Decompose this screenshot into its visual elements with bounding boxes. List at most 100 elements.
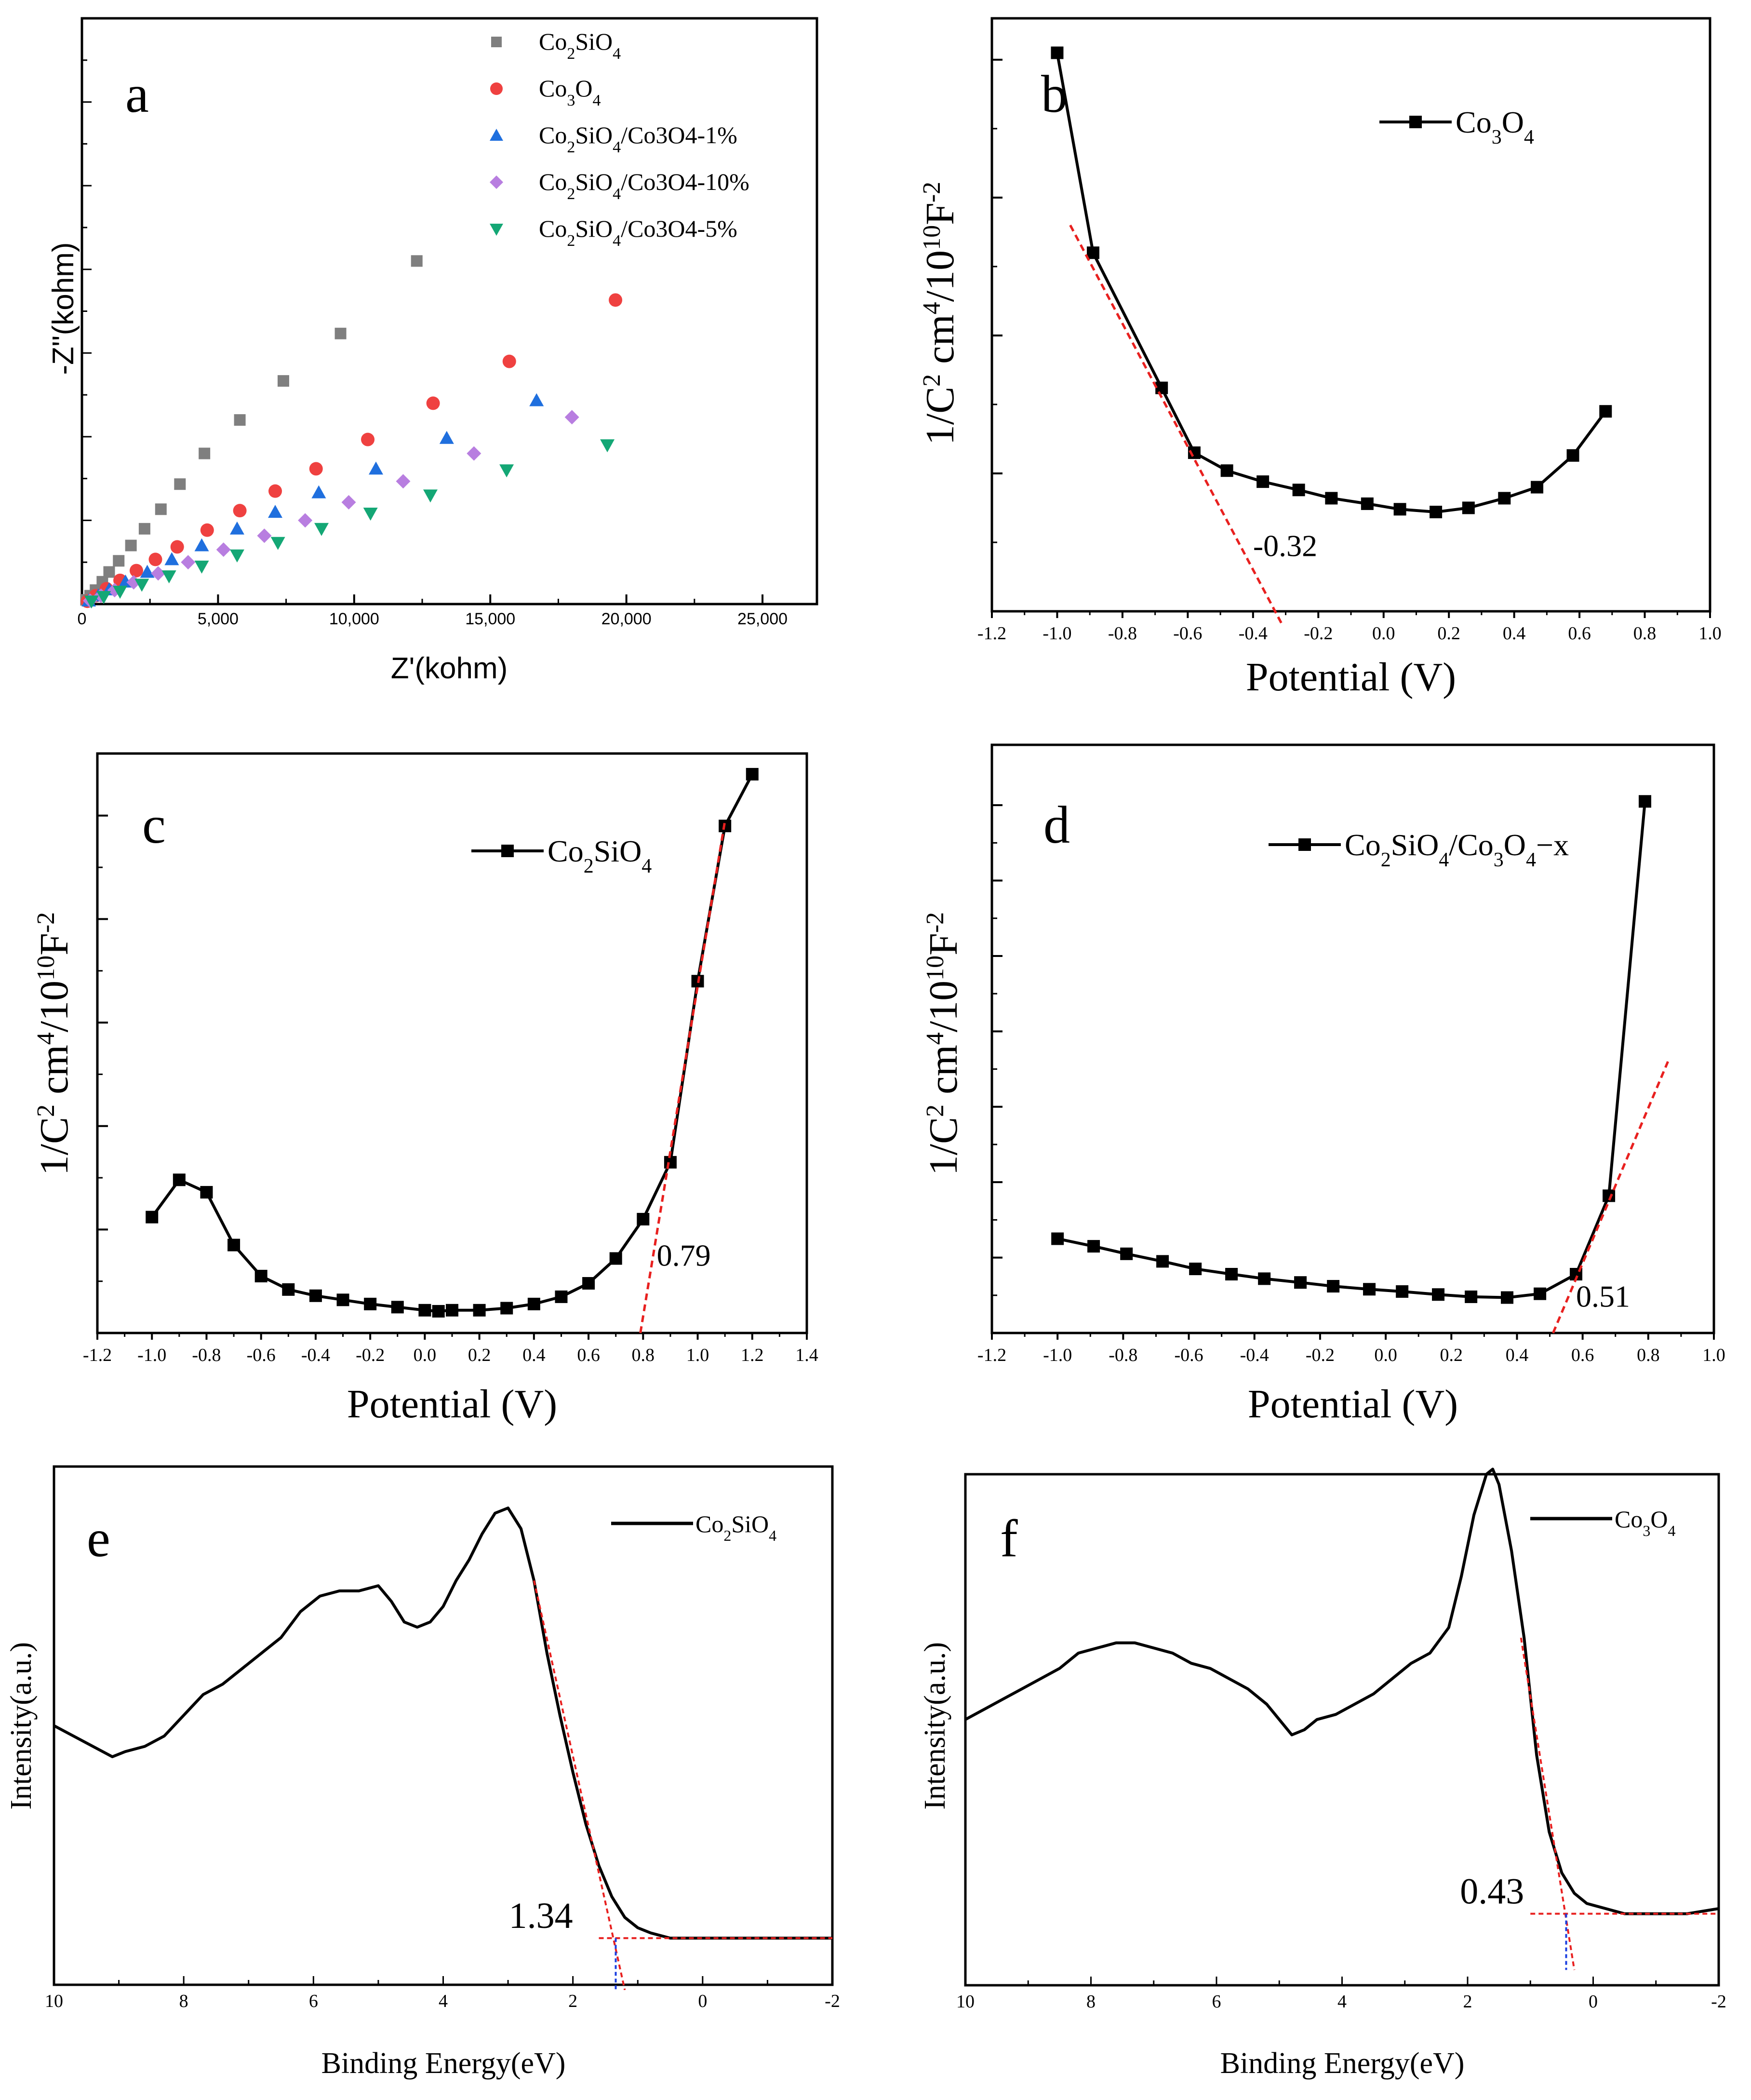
panel-b-marks: -0.32 <box>1051 46 1612 626</box>
panel-b-point <box>1462 501 1475 514</box>
panel-e-xtick-label: 8 <box>179 1991 188 2011</box>
panel-a-point-diamond <box>298 513 313 528</box>
panel-c-annotation: 0.79 <box>657 1238 711 1272</box>
panel-a-point-triangle-up <box>140 565 155 578</box>
panel-a-xtick-label: 15,000 <box>465 610 515 628</box>
panel-a-point-triangle-down <box>314 523 329 536</box>
panel-b-annotation: -0.32 <box>1253 529 1317 563</box>
panel-b-fit-line <box>1069 224 1283 626</box>
panel-e-label: e <box>87 1509 110 1568</box>
panel-d-point <box>1258 1272 1271 1285</box>
panel-b-curve <box>1056 52 1607 514</box>
panel-d-point <box>1534 1287 1547 1300</box>
panel-d-annotation: 0.51 <box>1576 1279 1630 1313</box>
panel-b-point <box>1256 475 1270 488</box>
panel-b-legend-marker <box>1409 116 1422 128</box>
panel-a-point-triangle-up <box>194 538 209 552</box>
panel-c-fit-line <box>639 821 726 1333</box>
panel-d-xtick-label: -0.6 <box>1174 1345 1203 1365</box>
panel-a-point-circle <box>129 564 143 578</box>
panel-e-annotation: 1.34 <box>509 1896 573 1936</box>
panel-a-point-triangle-down <box>600 439 615 453</box>
panel-c-xtick-label: -0.2 <box>356 1345 385 1365</box>
panel-d-xtick-label: -1.0 <box>1043 1345 1072 1365</box>
panel-c-point <box>173 1173 186 1186</box>
panel-a-marks <box>80 255 623 609</box>
panel-a-label: a <box>125 65 149 123</box>
panel-a-point-triangle-down <box>499 464 514 478</box>
panel-a-point-square <box>125 539 137 552</box>
panel-a-legend-marker <box>490 224 503 236</box>
panel-b-point <box>1325 492 1338 505</box>
panel-a-point-triangle-down <box>229 549 244 563</box>
panel-e-fit-line <box>533 1580 626 1991</box>
panel-d-point <box>1639 795 1652 808</box>
panel-b-xtick-label: 0.4 <box>1503 623 1526 644</box>
panel-a-point-diamond <box>341 495 356 510</box>
panel-c-point <box>527 1297 540 1310</box>
panel-a-point-square <box>155 503 167 515</box>
panel-f-ticks: 10 8 6 4 2 0 -2 <box>956 1977 1726 2012</box>
panel-c-xtick-label: -0.6 <box>247 1345 276 1365</box>
panel-a-point-circle <box>170 540 184 554</box>
panel-a-point-square <box>411 255 423 267</box>
panel-e-xtick-label: -2 <box>825 1991 840 2011</box>
panel-b-xtick-label: -1.0 <box>1043 623 1071 644</box>
panel-d-point <box>1501 1291 1514 1304</box>
panel-d-point <box>1294 1276 1307 1289</box>
panel-c-point <box>364 1297 377 1310</box>
panel-c-xtick-label: 1.4 <box>795 1345 818 1365</box>
panel-b-point <box>1566 449 1579 462</box>
panel-c-point <box>446 1304 458 1317</box>
panel-a-point-triangle-down <box>423 489 438 503</box>
panel-a-point-triangle-down <box>194 560 209 574</box>
panel-e-xtick-label: 2 <box>568 1991 577 2011</box>
panel-a-legend-marker <box>490 129 503 141</box>
panel-a-point-circle <box>268 484 282 498</box>
panel-c-point <box>582 1277 595 1290</box>
panel-c-xtick-label: 0.0 <box>414 1345 437 1365</box>
panel-a-point-triangle-down <box>363 507 378 521</box>
panel-a-point-circle <box>148 552 162 566</box>
panel-c-point <box>418 1304 431 1317</box>
panel-b-xtick-label: -0.4 <box>1239 623 1268 644</box>
panel-c-point <box>309 1289 322 1302</box>
panel-f-label: f <box>1000 1509 1018 1568</box>
panel-c-point <box>146 1211 159 1224</box>
panel-a-xtick-label: 10,000 <box>329 610 379 628</box>
panel-b-xtick-label: -0.2 <box>1304 623 1333 644</box>
panel-d-xtick-label: -1.2 <box>977 1345 1006 1365</box>
panel-a-point-circle <box>361 432 375 446</box>
panel-a-legend-marker <box>490 82 503 95</box>
panel-a-point-triangle-down <box>161 570 176 584</box>
panel-b: -1.2 -1.0 -0.8 -0.6 -0.4 -0.2 0.0 0.2 0.4 0.6 0.8 1… <box>918 17 1722 700</box>
panel-b-point <box>1292 484 1305 497</box>
panel-c-xtick-label: -0.8 <box>192 1345 221 1365</box>
panel-f-xtick-label: 4 <box>1337 1992 1347 2012</box>
panel-a-point-circle <box>233 504 247 518</box>
panel-f-ylabel: Intensity(a.u.) <box>919 1642 951 1810</box>
panel-b-point <box>1051 46 1064 59</box>
panel-c-xtick-label: -0.4 <box>301 1345 330 1365</box>
panel-a-point-circle <box>309 462 323 476</box>
panel-a-point-circle <box>426 396 440 410</box>
panel-a-point-square <box>199 447 211 459</box>
panel-b-xtick-label: 0.2 <box>1437 623 1460 644</box>
panel-a-ylabel: -Z''(kohm) <box>47 242 80 375</box>
panel-e-xtick-label: 4 <box>439 1991 448 2011</box>
panel-c-xtick-label: 1.0 <box>686 1345 709 1365</box>
panel-a-point-diamond <box>181 555 196 570</box>
panel-c-xtick-label: -1.2 <box>83 1345 112 1365</box>
panel-b-point <box>1498 492 1511 505</box>
panel-d-point <box>1156 1255 1169 1268</box>
panel-a-point-triangle-down <box>84 595 99 609</box>
panel-f-xlabel: Binding Energy(eV) <box>1220 2047 1465 2080</box>
panel-c-xtick-label: 1.2 <box>741 1345 764 1365</box>
panel-c-xlabel: Potential (V) <box>347 1382 557 1427</box>
panel-e-xtick-label: 6 <box>309 1991 318 2011</box>
panel-b-point <box>1155 381 1168 394</box>
panel-a-point-triangle-up <box>529 393 544 406</box>
panel-a-point-triangle-up <box>369 461 383 475</box>
panel-b-ticks: -1.2 -1.0 -0.8 -0.6 -0.4 -0.2 0.0 0.2 0.4 0.6 0.8 1… <box>977 58 1722 644</box>
panel-c-legend-marker <box>501 845 514 857</box>
